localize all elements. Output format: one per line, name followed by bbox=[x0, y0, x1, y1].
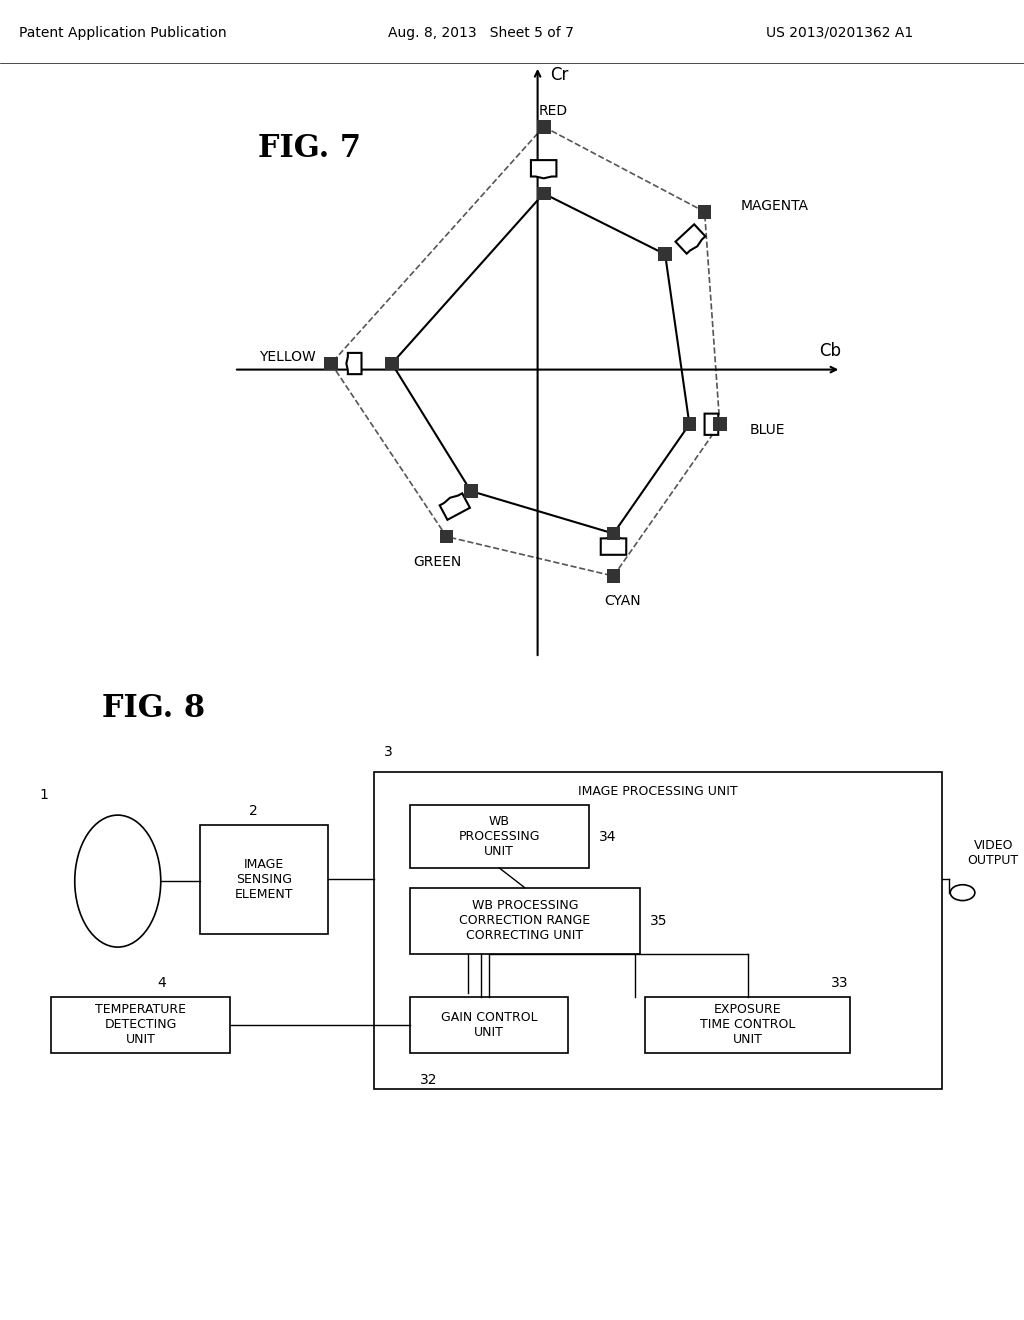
FancyBboxPatch shape bbox=[410, 805, 589, 869]
Text: CYAN: CYAN bbox=[604, 594, 641, 609]
FancyBboxPatch shape bbox=[51, 997, 230, 1053]
Bar bbox=[325, 356, 338, 371]
Ellipse shape bbox=[75, 814, 161, 948]
Text: MAGENTA: MAGENTA bbox=[741, 198, 809, 213]
Bar bbox=[683, 417, 696, 432]
Text: IMAGE PROCESSING UNIT: IMAGE PROCESSING UNIT bbox=[579, 785, 737, 799]
Text: 1: 1 bbox=[40, 788, 48, 801]
Text: 2: 2 bbox=[249, 804, 258, 818]
Bar bbox=[658, 247, 672, 261]
Polygon shape bbox=[601, 537, 627, 554]
Text: FIG. 8: FIG. 8 bbox=[102, 693, 206, 723]
FancyBboxPatch shape bbox=[410, 887, 640, 953]
FancyBboxPatch shape bbox=[374, 772, 942, 1089]
Text: GAIN CONTROL
UNIT: GAIN CONTROL UNIT bbox=[440, 1011, 538, 1039]
Bar bbox=[537, 186, 551, 201]
Bar bbox=[464, 484, 477, 498]
Polygon shape bbox=[676, 224, 706, 253]
Bar bbox=[713, 417, 727, 432]
Text: EXPOSURE
TIME CONTROL
UNIT: EXPOSURE TIME CONTROL UNIT bbox=[699, 1003, 796, 1047]
Text: 3: 3 bbox=[384, 744, 393, 759]
Text: 33: 33 bbox=[830, 975, 849, 990]
Bar bbox=[537, 120, 551, 133]
Bar bbox=[606, 569, 621, 583]
Text: Cb: Cb bbox=[819, 342, 841, 360]
FancyBboxPatch shape bbox=[645, 997, 850, 1053]
Bar bbox=[697, 205, 712, 219]
Polygon shape bbox=[530, 160, 556, 178]
Text: TEMPERATURE
DETECTING
UNIT: TEMPERATURE DETECTING UNIT bbox=[95, 1003, 186, 1047]
Bar bbox=[385, 356, 398, 371]
Text: WB
PROCESSING
UNIT: WB PROCESSING UNIT bbox=[459, 814, 540, 858]
Polygon shape bbox=[346, 352, 361, 374]
Text: RED: RED bbox=[539, 103, 567, 117]
Text: VIDEO
OUTPUT: VIDEO OUTPUT bbox=[968, 840, 1019, 867]
Text: 32: 32 bbox=[420, 1072, 437, 1086]
Bar bbox=[439, 529, 454, 544]
Text: FIG. 7: FIG. 7 bbox=[258, 133, 361, 164]
Text: WB PROCESSING
CORRECTION RANGE
CORRECTING UNIT: WB PROCESSING CORRECTION RANGE CORRECTIN… bbox=[459, 899, 591, 942]
Text: BLUE: BLUE bbox=[751, 424, 785, 437]
FancyBboxPatch shape bbox=[200, 825, 328, 935]
Text: 35: 35 bbox=[650, 913, 668, 928]
Text: Cr: Cr bbox=[550, 66, 568, 84]
Text: Patent Application Publication: Patent Application Publication bbox=[19, 26, 226, 40]
Text: GREEN: GREEN bbox=[414, 554, 462, 569]
Polygon shape bbox=[705, 413, 720, 434]
Text: IMAGE
SENSING
ELEMENT: IMAGE SENSING ELEMENT bbox=[234, 858, 293, 902]
FancyBboxPatch shape bbox=[410, 997, 568, 1053]
Text: 34: 34 bbox=[599, 829, 616, 843]
Text: US 2013/0201362 A1: US 2013/0201362 A1 bbox=[766, 26, 913, 40]
Polygon shape bbox=[439, 494, 470, 520]
Text: 4: 4 bbox=[157, 975, 166, 990]
Text: YELLOW: YELLOW bbox=[259, 350, 316, 364]
Text: Aug. 8, 2013   Sheet 5 of 7: Aug. 8, 2013 Sheet 5 of 7 bbox=[388, 26, 574, 40]
Bar bbox=[606, 527, 621, 540]
